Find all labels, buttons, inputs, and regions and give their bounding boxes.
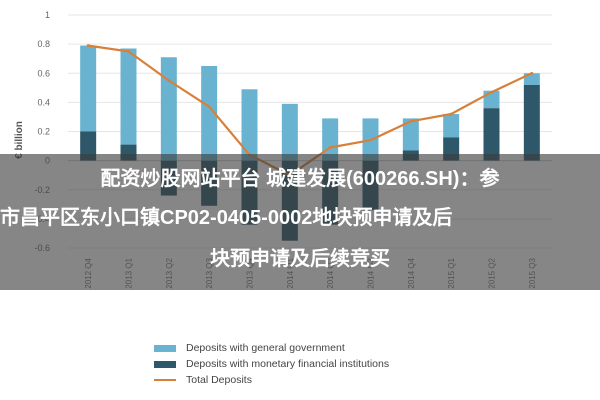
- chart-legend: Deposits with general government Deposit…: [154, 340, 389, 388]
- caption-line-3[interactable]: 块预申请及后续竞买: [210, 248, 390, 270]
- total-deposits-point: [369, 138, 372, 142]
- legend-item-general-government: Deposits with general government: [154, 340, 389, 356]
- total-deposits-point: [207, 105, 211, 109]
- bar-monetary-institutions: [523, 84, 540, 161]
- y-tick-label: 1: [45, 10, 50, 20]
- bar-general-government: [160, 57, 177, 161]
- total-deposits-point: [449, 112, 453, 116]
- legend-item-monetary-institutions: Deposits with monetary financial institu…: [154, 356, 389, 372]
- bar-general-government: [120, 48, 137, 145]
- total-deposits-point: [86, 44, 90, 47]
- total-deposits-point: [409, 119, 413, 123]
- legend-item-total-deposits: Total Deposits: [154, 372, 389, 388]
- bar-monetary-institutions: [483, 108, 500, 161]
- y-tick-label: 0.6: [37, 68, 50, 78]
- legend-label-general-government: Deposits with general government: [186, 342, 345, 354]
- legend-label-total-deposits: Total Deposits: [186, 374, 252, 386]
- bar-monetary-institutions: [80, 131, 97, 161]
- legend-label-monetary-institutions: Deposits with monetary financial institu…: [186, 358, 390, 370]
- legend-swatch-monetary-institutions: [154, 360, 176, 368]
- bar-general-government: [80, 45, 97, 132]
- y-axis-label: € billion: [14, 121, 25, 159]
- caption-line-2[interactable]: 市昌平区东小口镇CP02-0405-0002地块预申请及后: [0, 207, 453, 229]
- total-deposits-point: [167, 79, 171, 82]
- bar-general-government: [281, 103, 298, 161]
- total-deposits-point: [490, 90, 493, 94]
- total-deposits-point: [328, 146, 332, 149]
- legend-swatch-general-government: [154, 344, 176, 352]
- y-tick-label: 0.4: [37, 97, 50, 107]
- total-deposits-point: [127, 50, 130, 53]
- legend-swatch-total-deposits: [154, 379, 176, 381]
- bar-general-government: [443, 114, 460, 138]
- caption-line-1[interactable]: 配资炒股网站平台 城建发展(600266.SH)：参: [100, 168, 500, 190]
- bar-general-government: [241, 89, 258, 161]
- bar-general-government: [523, 73, 540, 85]
- y-tick-label: 0.2: [37, 127, 50, 137]
- bar-general-government: [201, 65, 218, 161]
- caption-overlay: [0, 154, 600, 290]
- y-tick-label: 0.8: [37, 39, 50, 49]
- total-deposits-point: [530, 71, 534, 75]
- bar-general-government: [402, 118, 419, 151]
